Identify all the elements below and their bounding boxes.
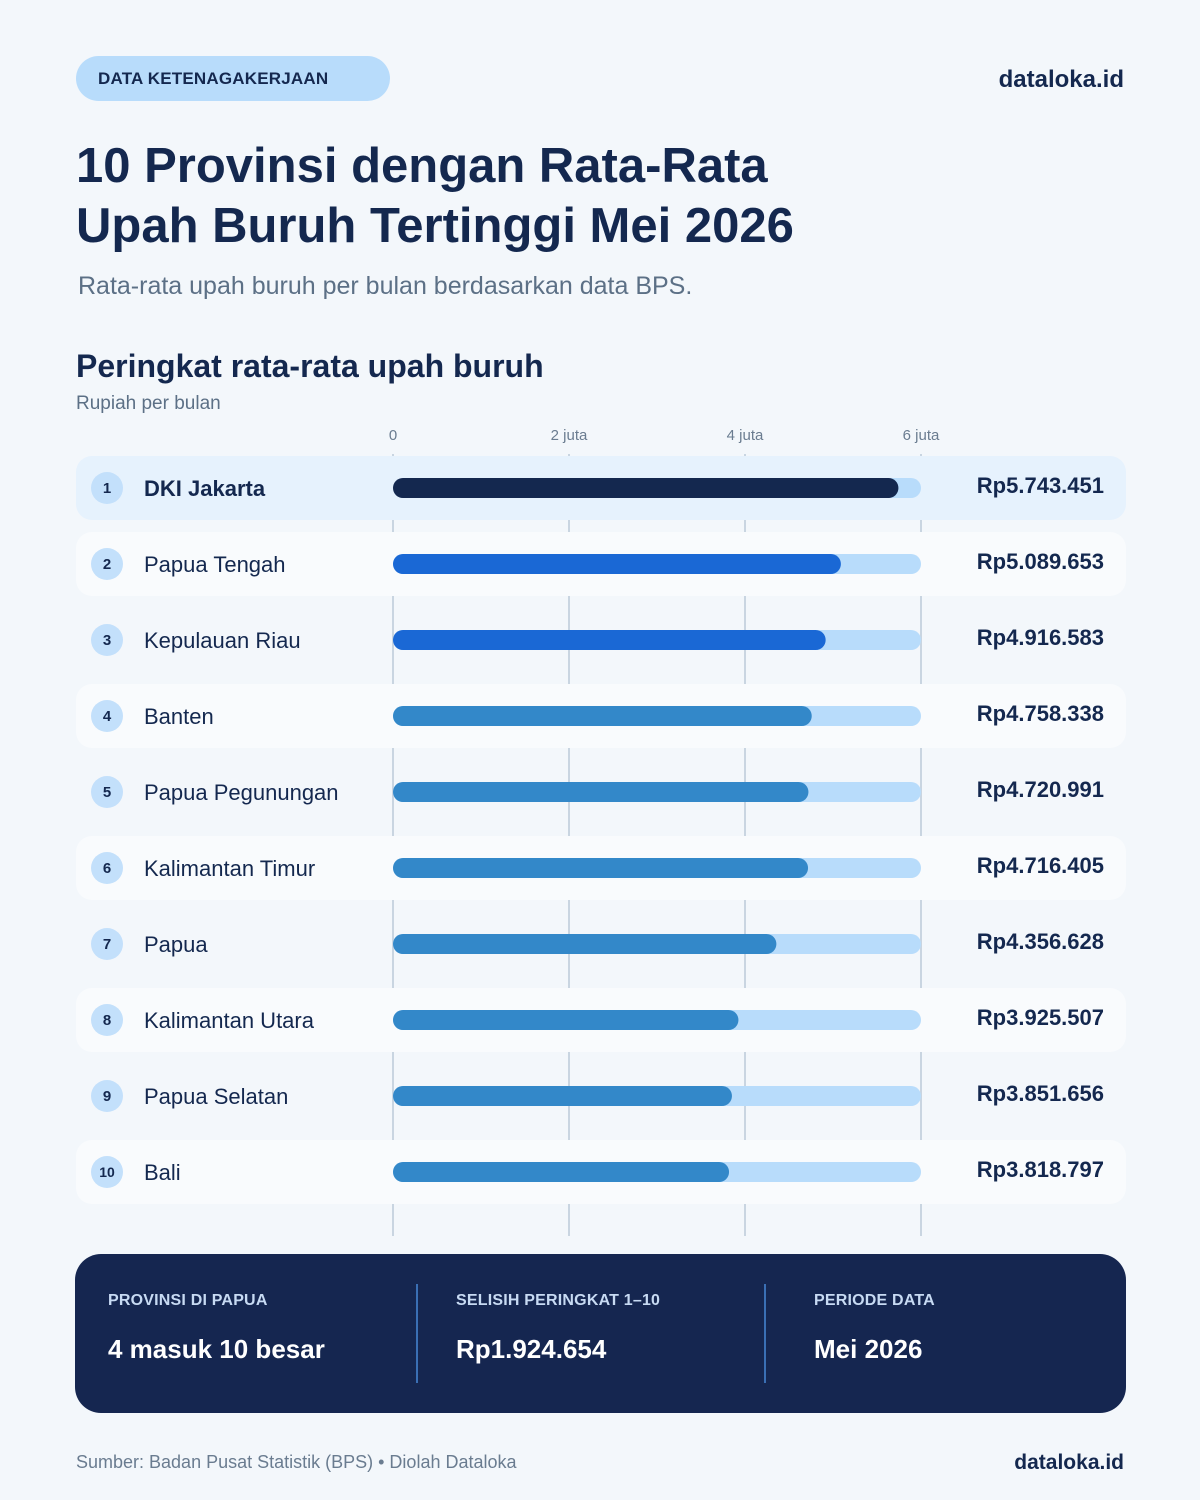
x-tick-label: 4 juta — [727, 427, 764, 444]
table-row — [76, 836, 1126, 900]
table-row — [76, 684, 1126, 748]
province-label: Kepulauan Riau — [144, 628, 301, 653]
x-tick-label: 6 juta — [903, 427, 940, 444]
value-label: Rp4.720.991 — [977, 777, 1104, 802]
table-row — [76, 532, 1126, 596]
summary-divider — [416, 1284, 418, 1383]
rank-number: 3 — [103, 632, 111, 649]
category-badge: DATA KETENAGAKERJAAN — [76, 56, 390, 101]
bar-track — [393, 1086, 921, 1106]
brand-logo-bottom[interactable]: dataloka.id — [1014, 1451, 1124, 1474]
summary-label: PROVINSI DI PAPUA — [108, 1292, 268, 1309]
value-label: Rp4.356.628 — [977, 929, 1104, 954]
rank-number: 7 — [103, 936, 111, 953]
summary-label: SELISIH PERINGKAT 1–10 — [456, 1292, 661, 1309]
chart-unit-label: Rupiah per bulan — [76, 393, 221, 414]
bar — [393, 1086, 732, 1106]
table-row — [76, 988, 1126, 1052]
bar-track — [393, 630, 921, 650]
rank-number: 5 — [103, 784, 111, 801]
bar-track — [393, 782, 921, 802]
province-label: Papua — [144, 932, 208, 957]
brand-logo-top[interactable]: dataloka.id — [998, 66, 1124, 93]
rank-badge — [91, 1080, 123, 1112]
province-label: Papua Pegunungan — [144, 780, 339, 805]
summary-value: 4 masuk 10 besar — [108, 1334, 325, 1364]
bar-track — [393, 934, 921, 954]
x-tick-label: 0 — [389, 427, 397, 444]
bar — [393, 630, 826, 650]
rank-badge — [91, 928, 123, 960]
table-row — [76, 1140, 1126, 1204]
x-tick-label: 2 juta — [551, 427, 588, 444]
rank-number: 9 — [103, 1088, 111, 1105]
bar — [393, 934, 777, 954]
table-row — [76, 456, 1126, 520]
value-label: Rp4.916.583 — [977, 625, 1104, 650]
value-label: Rp3.851.656 — [977, 1081, 1104, 1106]
summary-value: Mei 2026 — [814, 1334, 923, 1364]
rank-badge — [91, 624, 123, 656]
page-subtitle: Rata-rata upah buruh per bulan berdasark… — [78, 272, 693, 300]
chart-title: Peringkat rata-rata upah buruh — [76, 348, 544, 384]
summary-divider — [764, 1284, 766, 1383]
rank-badge — [91, 776, 123, 808]
summary-panel: PROVINSI DI PAPUA 4 masuk 10 besar SELIS… — [75, 1254, 1126, 1413]
summary-label: PERIODE DATA — [814, 1292, 935, 1309]
page-title: 10 Provinsi dengan Rata-Rata Upah Buruh … — [76, 139, 794, 253]
province-label: Papua Selatan — [144, 1084, 288, 1109]
source-note: Sumber: Badan Pusat Statistik (BPS) • Di… — [76, 1452, 517, 1472]
summary-value: Rp1.924.654 — [456, 1334, 607, 1364]
bar — [393, 782, 809, 802]
